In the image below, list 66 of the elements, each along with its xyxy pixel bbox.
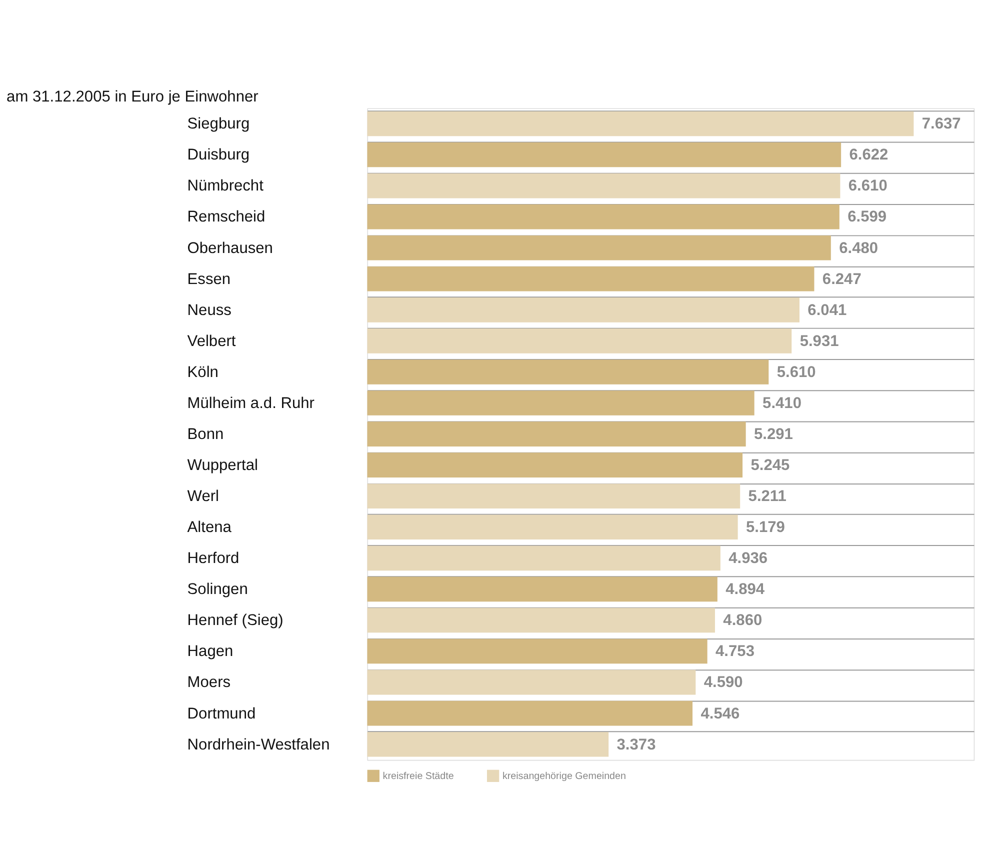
data-label: 5.410 xyxy=(762,394,802,412)
y-tick-label: Hennef (Sieg) xyxy=(187,612,284,630)
bar xyxy=(367,298,800,322)
data-label: 6.041 xyxy=(808,302,847,319)
y-tick-label: Hagen xyxy=(187,643,234,660)
data-label: 5.931 xyxy=(800,332,840,350)
bar xyxy=(367,390,754,416)
y-tick-label: Velbert xyxy=(187,332,236,350)
bar xyxy=(367,608,715,633)
data-label: 4.894 xyxy=(726,581,765,598)
bar xyxy=(367,360,769,384)
data-label: 6.610 xyxy=(848,178,888,195)
data-label: 6.247 xyxy=(822,270,862,288)
bar xyxy=(367,142,842,168)
y-tick-label: Solingen xyxy=(187,581,248,598)
y-tick-label: Herford xyxy=(187,550,240,568)
bar xyxy=(367,670,696,695)
y-tick-label: Oberhausen xyxy=(187,240,273,257)
text: am 31.12.2005 in Euro je Einwohner xyxy=(6,88,258,106)
data-label: 5.610 xyxy=(776,364,816,381)
data-label: 4.936 xyxy=(728,550,768,568)
y-tick-label: Siegburg xyxy=(187,116,250,133)
bar xyxy=(367,700,693,726)
data-label: 3.373 xyxy=(616,736,656,754)
bar xyxy=(367,514,738,540)
data-label: 4.860 xyxy=(723,612,762,630)
data-label: 6.599 xyxy=(848,208,887,226)
y-tick-label: Duisburg xyxy=(187,146,250,164)
y-tick-label: Wuppertal xyxy=(187,457,258,474)
y-tick-label: Nordrhein-Westfalen xyxy=(187,736,330,754)
bar xyxy=(367,328,792,354)
data-label: 5.179 xyxy=(746,519,786,536)
y-tick-label: Nümbrecht xyxy=(187,178,264,195)
y-tick-label: Essen xyxy=(187,270,231,288)
legend-label: kreisangehörige Gemeinden xyxy=(502,771,626,782)
bar xyxy=(367,266,814,292)
y-tick-label: Remscheid xyxy=(187,208,266,226)
data-label: 5.291 xyxy=(754,426,794,443)
bar xyxy=(367,204,840,230)
bar xyxy=(367,576,718,602)
y-tick-label: Mülheim a.d. Ruhr xyxy=(187,394,314,412)
y-tick-label: Werl xyxy=(187,488,220,506)
bar xyxy=(367,452,743,478)
bar xyxy=(367,732,609,757)
bar xyxy=(367,235,831,260)
data-label: 4.546 xyxy=(700,705,740,722)
bar xyxy=(367,173,840,198)
bar xyxy=(367,638,708,664)
legend-label: kreisfreie Städte xyxy=(382,771,454,782)
y-tick-label: Neuss xyxy=(187,302,232,319)
data-label: 6.622 xyxy=(849,146,889,164)
y-tick-label: Dortmund xyxy=(187,705,256,722)
y-tick-label: Moers xyxy=(187,674,231,692)
y-tick-label: Altena xyxy=(187,519,232,536)
data-label: 4.753 xyxy=(716,643,755,660)
y-tick-label: Köln xyxy=(187,364,218,381)
data-label: 5.245 xyxy=(750,457,790,474)
bar xyxy=(367,484,740,509)
data-label: 4.590 xyxy=(704,674,744,692)
y-tick-label: Bonn xyxy=(187,426,224,443)
bar xyxy=(367,546,720,571)
data-label: 5.211 xyxy=(748,488,787,506)
bar xyxy=(367,111,914,136)
bar xyxy=(367,422,746,446)
data-label: 7.637 xyxy=(922,116,961,133)
data-label: 6.480 xyxy=(839,240,878,257)
